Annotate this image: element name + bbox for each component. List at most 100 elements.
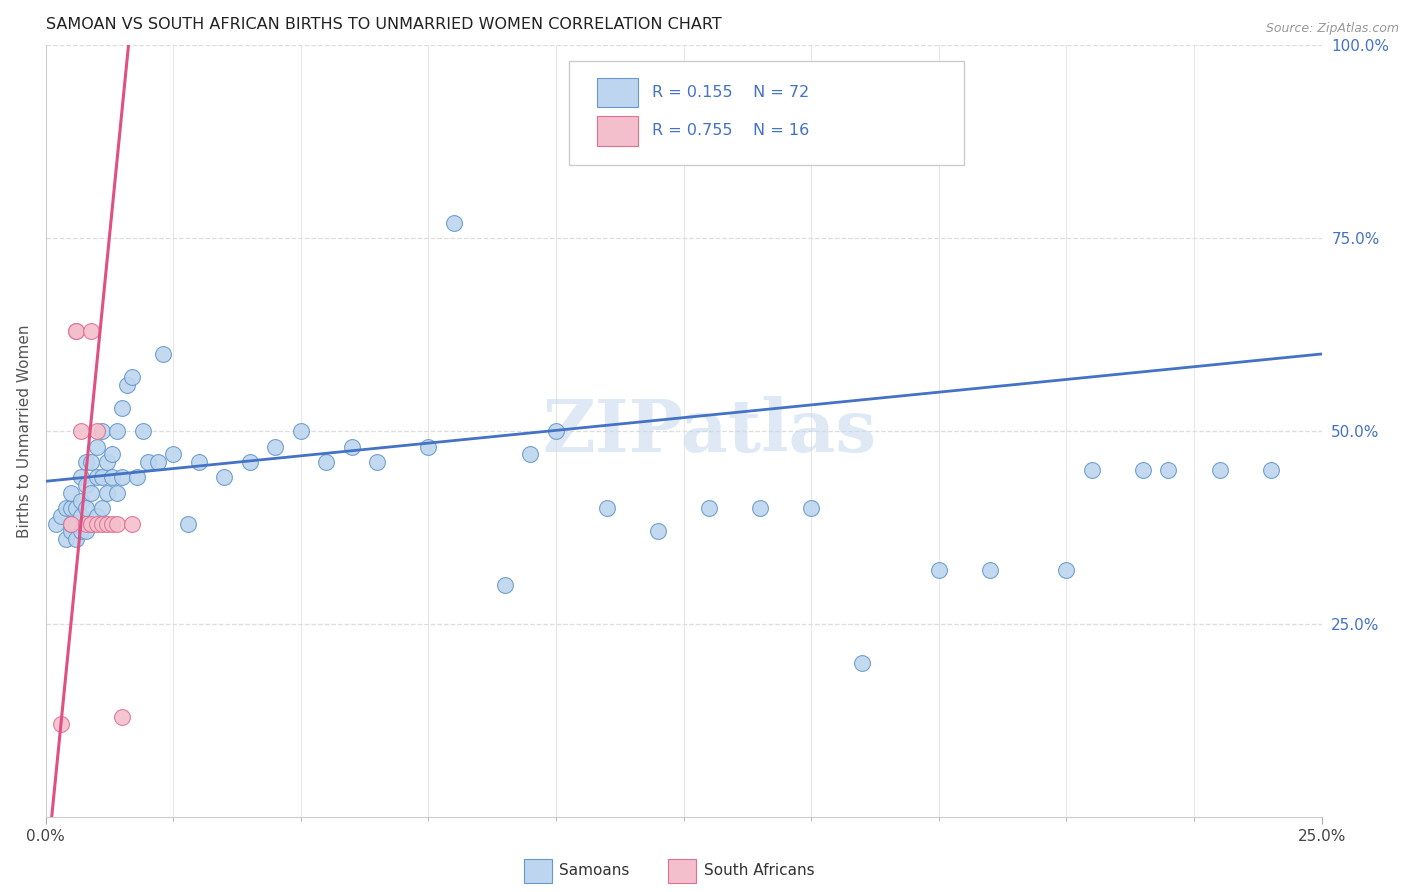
Point	[60, 516, 83, 531]
Point	[101, 470, 124, 484]
Point	[697, 501, 720, 516]
Point	[115, 377, 138, 392]
Text: R = 0.155    N = 72: R = 0.155 N = 72	[652, 85, 808, 100]
Point	[70, 424, 93, 438]
Point	[177, 516, 200, 531]
Point	[1260, 463, 1282, 477]
Point	[105, 424, 128, 438]
Point	[90, 501, 112, 516]
Point	[979, 563, 1001, 577]
Point	[1054, 563, 1077, 577]
Text: Source: ZipAtlas.com: Source: ZipAtlas.com	[1265, 22, 1399, 36]
Point	[127, 470, 149, 484]
Point	[96, 455, 118, 469]
Point	[1157, 463, 1180, 477]
Point	[152, 347, 174, 361]
Text: Samoans: Samoans	[558, 863, 628, 879]
Point	[75, 455, 97, 469]
Point	[86, 516, 108, 531]
Point	[146, 455, 169, 469]
Point	[75, 501, 97, 516]
Point	[290, 424, 312, 438]
Point	[596, 501, 619, 516]
Point	[111, 401, 134, 415]
Point	[519, 447, 541, 461]
Point	[65, 532, 87, 546]
Point	[1081, 463, 1104, 477]
Point	[800, 501, 823, 516]
Point	[70, 493, 93, 508]
Point	[264, 440, 287, 454]
Point	[70, 470, 93, 484]
Point	[212, 470, 235, 484]
Point	[80, 455, 103, 469]
Point	[96, 486, 118, 500]
Point	[1132, 463, 1154, 477]
Point	[366, 455, 388, 469]
Point	[315, 455, 337, 469]
Point	[75, 516, 97, 531]
Point	[90, 470, 112, 484]
Point	[49, 717, 72, 731]
Point	[1208, 463, 1230, 477]
Point	[928, 563, 950, 577]
Point	[418, 440, 440, 454]
FancyBboxPatch shape	[569, 61, 965, 165]
Point	[105, 516, 128, 531]
Point	[136, 455, 159, 469]
Point	[75, 478, 97, 492]
Point	[340, 440, 363, 454]
Point	[65, 324, 87, 338]
Point	[851, 656, 873, 670]
Point	[90, 516, 112, 531]
Point	[105, 486, 128, 500]
Bar	[596, 116, 638, 145]
Point	[70, 508, 93, 523]
Point	[49, 508, 72, 523]
Point	[86, 440, 108, 454]
Point	[80, 516, 103, 531]
Point	[90, 424, 112, 438]
Point	[86, 470, 108, 484]
Point	[55, 501, 77, 516]
Point	[544, 424, 567, 438]
Text: SAMOAN VS SOUTH AFRICAN BIRTHS TO UNMARRIED WOMEN CORRELATION CHART: SAMOAN VS SOUTH AFRICAN BIRTHS TO UNMARR…	[45, 17, 721, 32]
Point	[86, 508, 108, 523]
Point	[65, 501, 87, 516]
Point	[239, 455, 262, 469]
Point	[80, 324, 103, 338]
Point	[443, 216, 465, 230]
Point	[70, 524, 93, 539]
Point	[162, 447, 184, 461]
Bar	[668, 859, 696, 882]
Bar	[596, 78, 638, 107]
Point	[111, 709, 134, 723]
Point	[45, 516, 67, 531]
Text: ZIPatlas: ZIPatlas	[543, 396, 876, 467]
Point	[494, 578, 516, 592]
Point	[65, 324, 87, 338]
Text: South Africans: South Africans	[704, 863, 814, 879]
Bar	[524, 859, 553, 882]
Point	[96, 516, 118, 531]
Point	[55, 532, 77, 546]
Point	[86, 424, 108, 438]
Point	[121, 370, 143, 384]
Point	[60, 524, 83, 539]
Point	[187, 455, 209, 469]
Text: R = 0.755    N = 16: R = 0.755 N = 16	[652, 123, 808, 138]
Point	[60, 486, 83, 500]
Point	[101, 447, 124, 461]
Point	[60, 516, 83, 531]
Point	[121, 516, 143, 531]
Point	[131, 424, 153, 438]
Point	[65, 516, 87, 531]
Point	[60, 501, 83, 516]
Point	[749, 501, 772, 516]
Point	[75, 524, 97, 539]
Point	[80, 486, 103, 500]
Y-axis label: Births to Unmarried Women: Births to Unmarried Women	[17, 325, 32, 538]
Point	[80, 516, 103, 531]
Point	[647, 524, 669, 539]
Point	[111, 470, 134, 484]
